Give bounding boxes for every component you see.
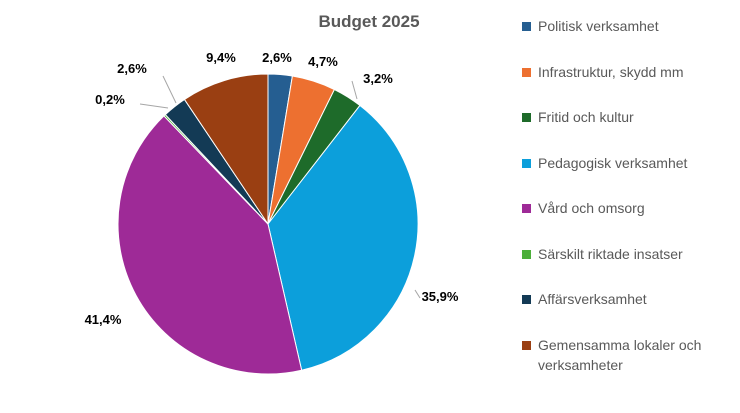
legend-label: Fritid och kultur: [538, 109, 634, 125]
data-label-5: 41,4%: [85, 312, 122, 327]
legend-swatch: [522, 67, 531, 77]
legend-swatch: [522, 113, 531, 122]
legend-label: Vård och omsorg: [538, 200, 645, 216]
data-label-7: 2,6%: [117, 61, 147, 76]
leader-line-2: [351, 80, 358, 100]
legend-item-7: Affärsverksamhet: [522, 289, 737, 335]
legend-label: Politisk verksamhet: [538, 18, 659, 34]
legend-item-8: Gemensamma lokaler och verksamheter: [522, 335, 737, 381]
leader-line-3: [414, 289, 421, 299]
chart-title: Budget 2025: [318, 12, 419, 31]
legend-swatch: [522, 249, 531, 259]
legend-label: Infrastruktur, skydd mm: [538, 63, 684, 80]
pie-slices: [117, 73, 419, 375]
legend-item-2: Infrastruktur, skydd mm: [522, 62, 737, 108]
pie-slice-5: [117, 115, 303, 375]
legend-item-6: Särskilt riktade insatser: [522, 244, 737, 290]
legend-label: Pedagogisk verksamhet: [538, 154, 688, 171]
data-labels: 2,6% 4,7% 3,2% 35,9% 41,4% 0,2% 2,6% 9,4%: [85, 50, 459, 327]
data-label-2: 4,7%: [308, 54, 338, 69]
legend-label: Särskilt riktade insatser: [538, 245, 683, 262]
leader-line-5: [162, 75, 177, 104]
data-label-1: 2,6%: [262, 50, 292, 65]
legend-label: Gemensamma lokaler och verksamheter: [538, 336, 702, 373]
legend-swatch: [522, 340, 531, 350]
legend-swatch: [522, 204, 531, 213]
legend-item-3: Fritid och kultur: [522, 107, 737, 153]
data-label-4: 35,9%: [422, 289, 459, 304]
leader-lines: [139, 75, 421, 299]
legend-label: Affärsverksamhet: [538, 291, 647, 307]
legend-item-1: Politisk verksamhet: [522, 16, 737, 62]
data-label-3: 3,2%: [363, 71, 393, 86]
legend-swatch: [522, 22, 531, 31]
pie-slice-8: [183, 73, 269, 226]
data-label-6: 0,2%: [95, 92, 125, 107]
legend-swatch: [522, 295, 531, 304]
chart-legend: Politisk verksamhet Infrastruktur, skydd …: [522, 16, 737, 380]
legend-item-4: Pedagogisk verksamhet: [522, 153, 737, 199]
legend-swatch: [522, 158, 531, 168]
legend-item-5: Vård och omsorg: [522, 198, 737, 244]
data-label-8: 9,4%: [206, 50, 236, 65]
leader-line-4: [139, 103, 169, 109]
pie-slice-4: [267, 104, 419, 371]
